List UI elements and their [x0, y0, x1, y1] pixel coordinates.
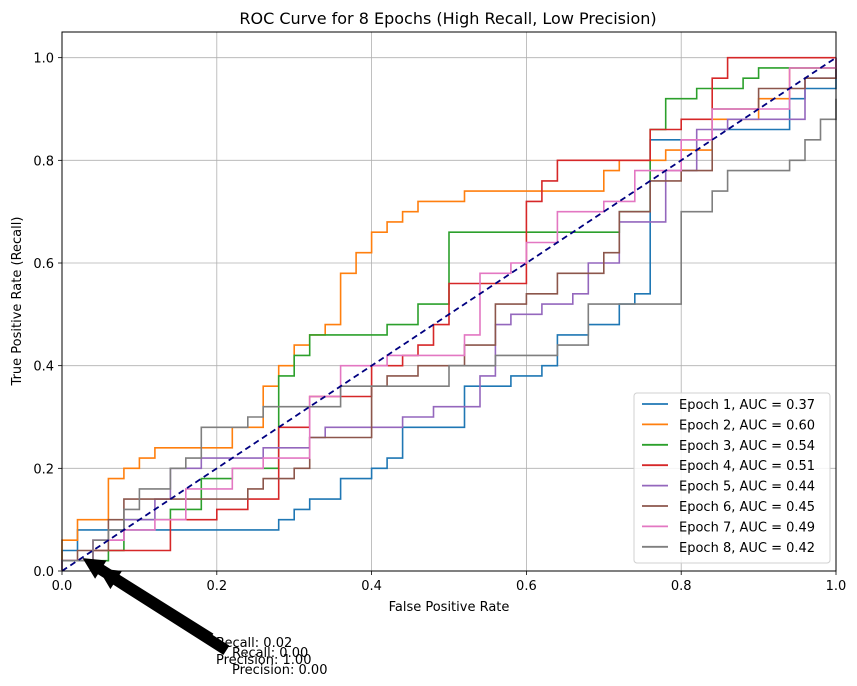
x-tick-label: 0.4 [361, 579, 382, 594]
legend-label-epoch-4: Epoch 4, AUC = 0.51 [679, 459, 815, 474]
x-tick-label: 0.0 [52, 579, 73, 594]
x-tick-label: 0.6 [516, 579, 537, 594]
x-tick-label: 0.2 [206, 579, 227, 594]
y-tick-label: 0.8 [33, 154, 54, 169]
legend-label-epoch-6: Epoch 6, AUC = 0.45 [679, 500, 815, 515]
chart-title: ROC Curve for 8 Epochs (High Recall, Low… [239, 9, 656, 28]
legend: Epoch 1, AUC = 0.37 Epoch 2, AUC = 0.60 Ep… [633, 392, 831, 564]
series-line-epoch-2 [61, 57, 837, 571]
legend-label-epoch-5: Epoch 5, AUC = 0.44 [679, 480, 815, 495]
legend-label-epoch-8: Epoch 8, AUC = 0.42 [679, 541, 815, 556]
y-tick-label: 1.0 [33, 52, 54, 67]
series-line-epoch-7 [61, 57, 837, 571]
reference-diagonal-line [61, 56, 837, 572]
series-line-epoch-6 [61, 57, 837, 571]
plot-frame [61, 31, 837, 572]
annotation-text-2: Precision: 0.00 [232, 663, 327, 678]
series-line-epoch-3 [61, 57, 837, 571]
legend-label-epoch-3: Epoch 3, AUC = 0.54 [679, 439, 815, 454]
annotation-arrow-2 [98, 568, 230, 655]
annotation-text-1: Recall: 0.02 [216, 636, 292, 651]
y-tick-label: 0.4 [33, 360, 54, 375]
y-tick-label: 0.2 [33, 462, 54, 477]
x-axis-label: False Positive Rate [389, 600, 510, 615]
legend-box [633, 392, 831, 564]
plot-area [61, 56, 837, 572]
annotation-text-2: Recall: 0.00 [232, 646, 308, 661]
x-tick-label: 1.0 [826, 579, 847, 594]
legend-label-epoch-7: Epoch 7, AUC = 0.49 [679, 520, 815, 535]
annotation-text-1: Precision: 1.00 [216, 653, 311, 668]
axis-ticks: 0.0 0.2 0.4 0.6 0.8 1.0 0.0 0.2 0.4 0.6 0.8 1.0 [33, 52, 846, 594]
y-tick-label: 0.0 [33, 565, 54, 580]
legend-label-epoch-2: Epoch 2, AUC = 0.60 [679, 418, 815, 433]
y-axis-label: True Positive Rate (Recall) [10, 217, 25, 387]
x-tick-label: 0.8 [671, 579, 692, 594]
y-tick-label: 0.6 [33, 257, 54, 272]
legend-label-epoch-1: Epoch 1, AUC = 0.37 [679, 398, 815, 413]
